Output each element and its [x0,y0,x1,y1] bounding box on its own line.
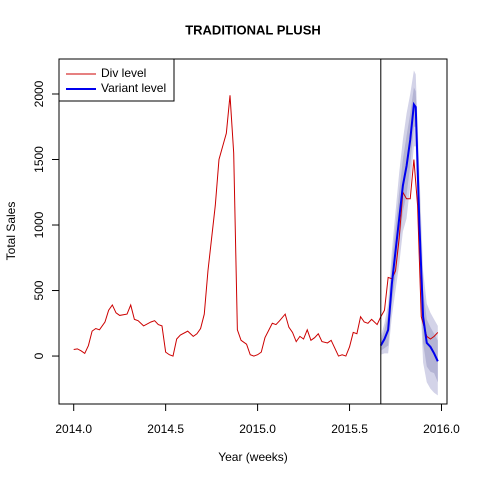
y-axis-label: Total Sales [4,202,18,261]
x-tick-label: 2014.0 [55,422,92,436]
y-tick-label: 1000 [32,211,46,238]
x-tick-label: 2014.5 [147,422,184,436]
x-axis-label: Year (weeks) [218,450,288,464]
chart-title: TRADITIONAL PLUSH [185,22,321,37]
y-tick-label: 500 [32,280,46,300]
legend-box [58,58,175,102]
series-line [379,101,439,362]
x-tick-label: 2016.0 [423,422,460,436]
y-tick-label: 1500 [32,146,46,173]
legend-label: Div level [101,66,146,80]
legend-label: Variant level [101,81,166,95]
x-tick-label: 2015.0 [239,422,276,436]
series-line [73,95,439,357]
y-tick-label: 0 [32,352,46,359]
plot-box [58,58,448,405]
y-tick-label: 2000 [32,80,46,107]
x-tick-label: 2015.5 [331,422,368,436]
